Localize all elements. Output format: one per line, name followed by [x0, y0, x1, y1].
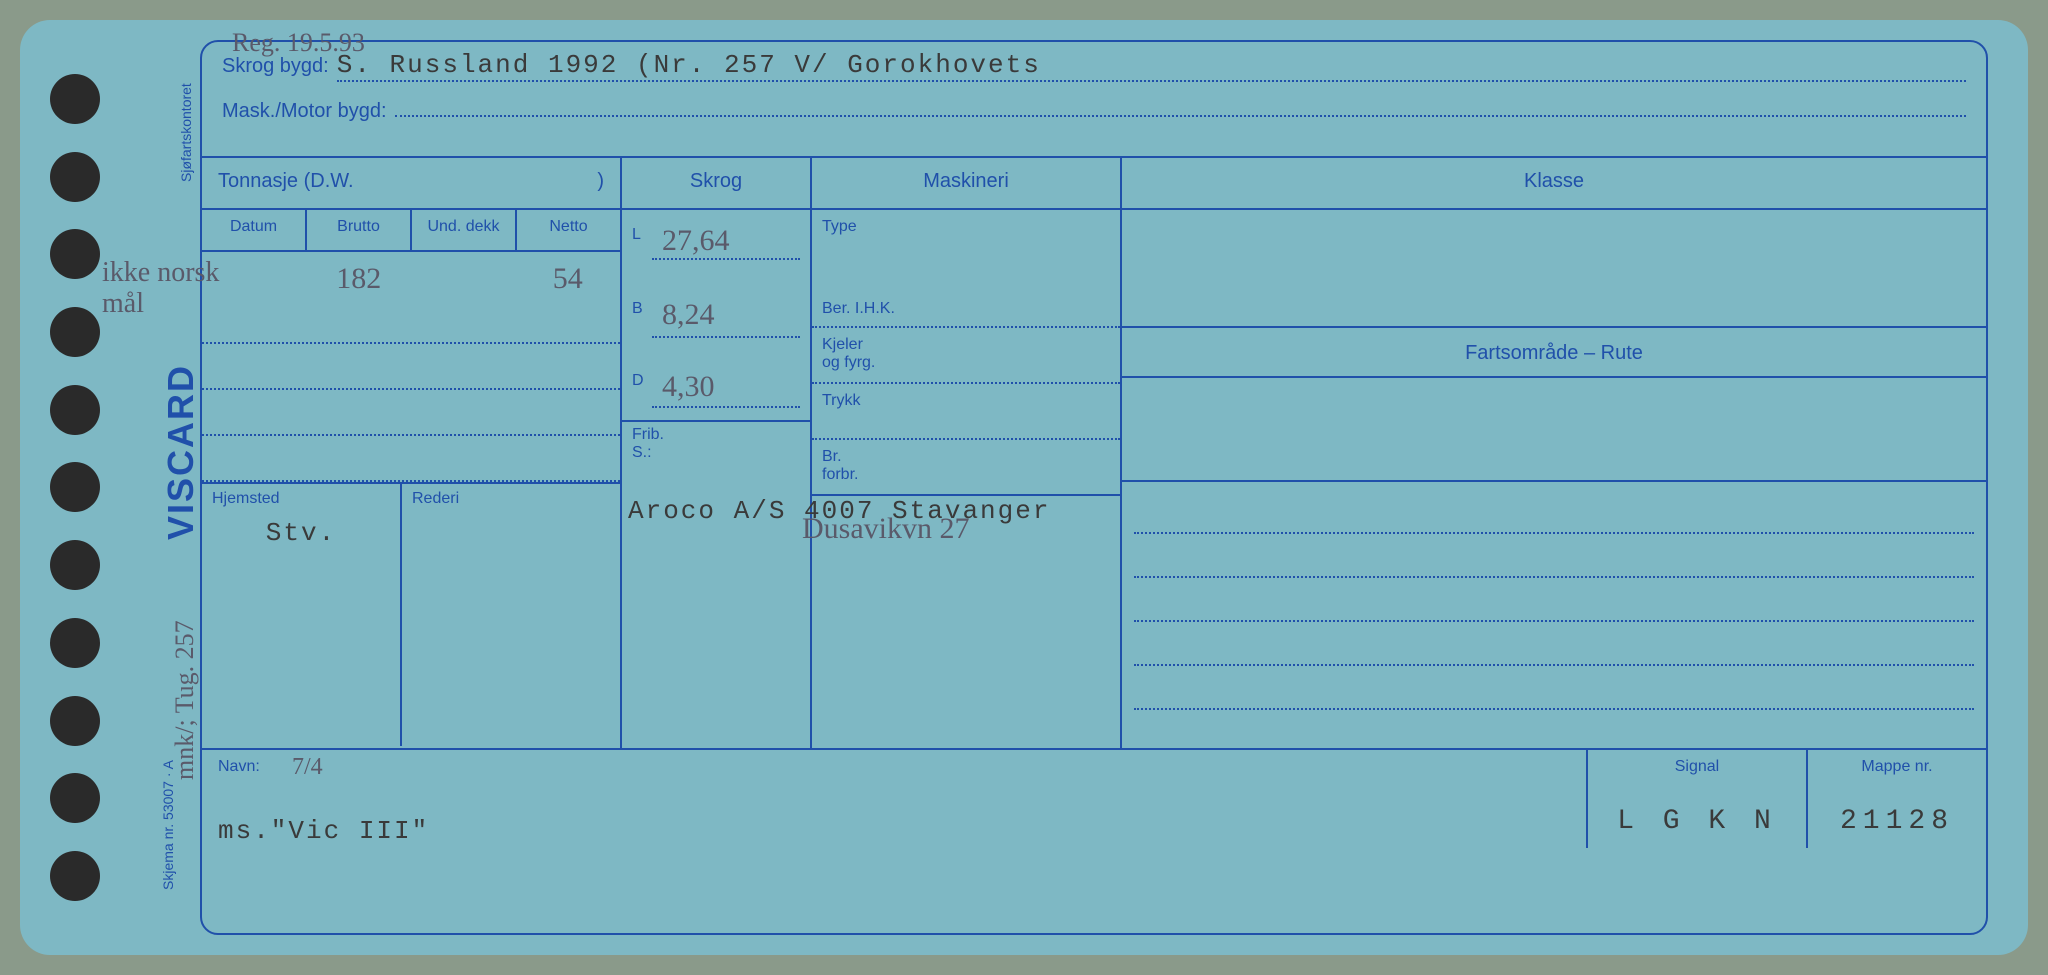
type-label: Type	[822, 218, 1110, 236]
kjeler-label: Kjeler og fyrg.	[822, 336, 1110, 372]
breadth-label: B	[632, 300, 643, 318]
trykk-label: Trykk	[822, 392, 1110, 410]
klasse-header: Klasse	[1122, 158, 1986, 210]
skrog-bygd-value: S. Russland 1992 (Nr. 257 V/ Gorokhovets	[337, 50, 1966, 82]
hjemsted-label: Hjemsted	[212, 490, 390, 508]
maskineri-header: Maskineri	[812, 158, 1120, 210]
length-value: 27,64	[662, 224, 800, 258]
hjemsted-value: Stv.	[212, 518, 390, 548]
navn-label: Navn:	[218, 758, 260, 775]
fartsomrade-label: Fartsområde – Rute	[1122, 326, 1986, 378]
signal-value: L G K N	[1600, 806, 1794, 837]
col-datum: Datum	[202, 210, 307, 250]
length-label: L	[632, 226, 641, 244]
mappe-value: 21128	[1820, 806, 1974, 837]
mask-motor-bygd-value	[395, 115, 1966, 117]
skrog-header: Skrog	[622, 158, 810, 210]
depth-label: D	[632, 372, 644, 390]
col-und-dekk: Und. dekk	[412, 210, 517, 250]
mask-motor-bygd-label: Mask./Motor bygd:	[222, 100, 387, 123]
tonnasje-close: )	[597, 170, 604, 196]
rederi-handwritten: Dusavikvn 27	[802, 512, 970, 546]
skrog-bygd-label: Skrog bygd:	[222, 55, 329, 78]
col-netto: Netto	[517, 210, 620, 250]
brutto-value: 182	[307, 262, 412, 296]
sjofartskontoret-label: Sjøfartskontoret	[178, 83, 194, 182]
netto-value: 54	[516, 262, 621, 296]
navn-handwritten: 7/4	[292, 754, 323, 781]
vessel-name: ms."Vic III"	[218, 816, 1570, 846]
rederi-label: Rederi	[412, 490, 610, 508]
col-brutto: Brutto	[307, 210, 412, 250]
frib-label: Frib. S.:	[632, 426, 800, 462]
depth-value: 4,30	[662, 370, 800, 404]
signal-label: Signal	[1600, 758, 1794, 776]
mappe-label: Mappe nr.	[1820, 758, 1974, 776]
index-card: mnk/; Tug. 257 VISCARD Skjema nr. 53007 …	[20, 20, 2028, 955]
punch-holes	[20, 20, 130, 955]
form-number: Skjema nr. 53007 · A	[160, 760, 176, 890]
ber-ihk-label: Ber. I.H.K.	[822, 300, 1110, 318]
tonnasje-label: Tonnasje (D.W.	[218, 170, 354, 196]
card-frame: Sjøfartskontoret Reg. 19.5.93 Skrog bygd…	[200, 40, 1988, 935]
br-forbr-label: Br. forbr.	[822, 448, 1110, 484]
breadth-value: 8,24	[662, 298, 800, 332]
